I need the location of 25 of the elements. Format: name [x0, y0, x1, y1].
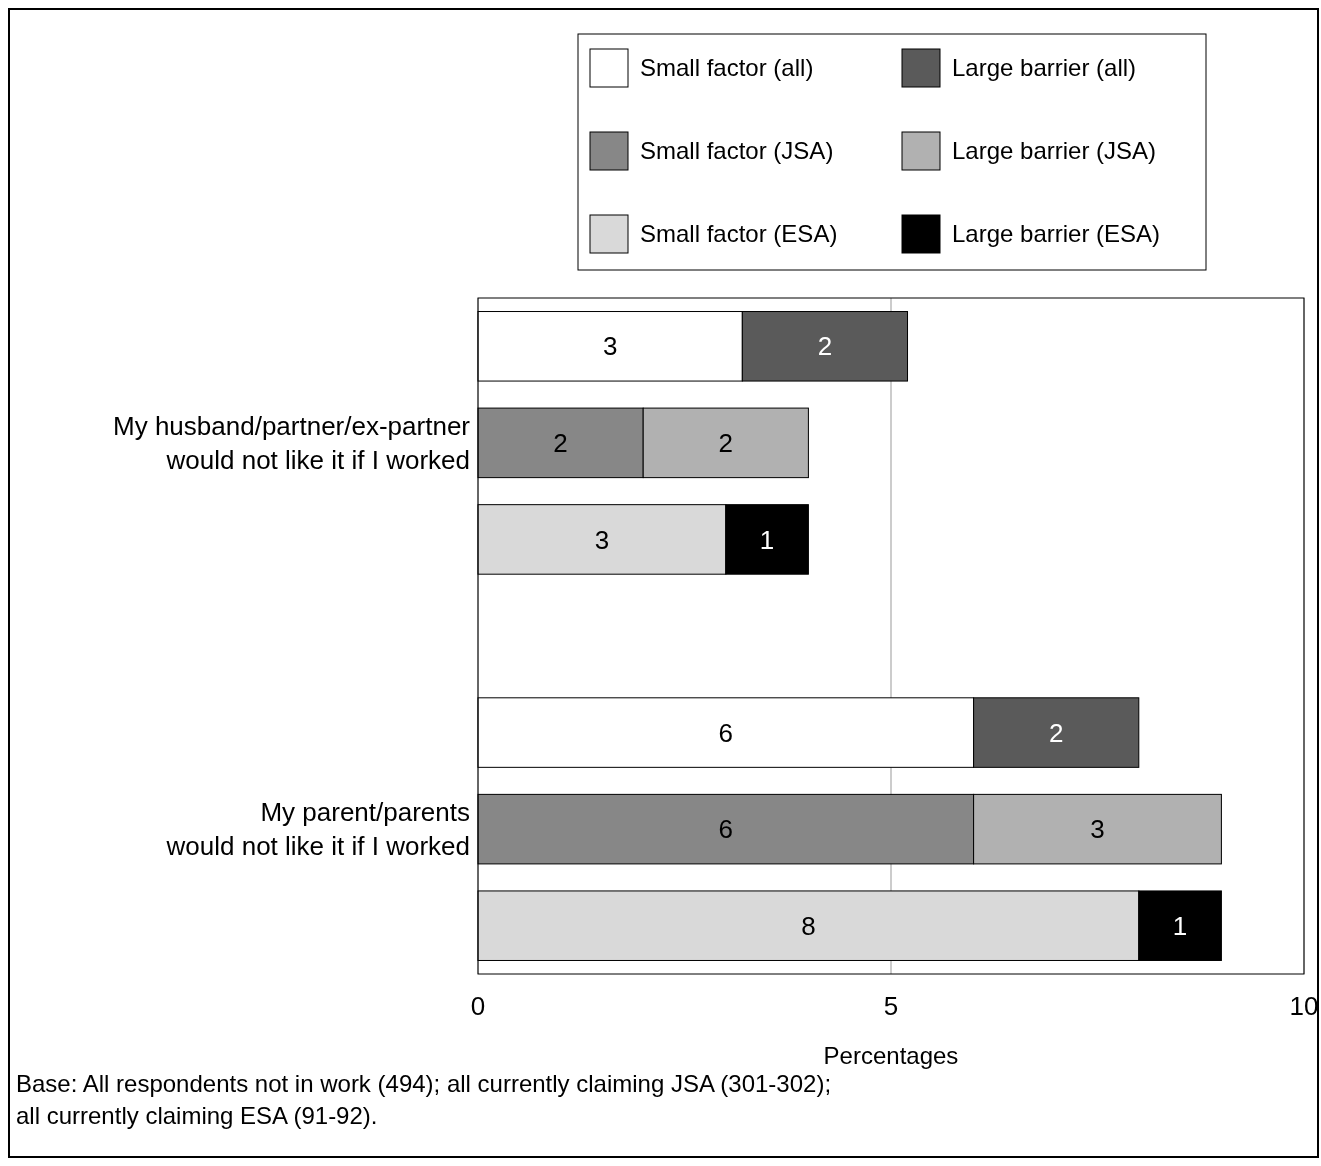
legend-label: Large barrier (JSA)	[952, 137, 1157, 165]
y-tick-label: My parent/parents would not like it if I worked	[165, 797, 470, 862]
legend-label: Small factor (JSA)	[640, 137, 834, 165]
data-label: 1	[1172, 910, 1188, 941]
data-label: 2	[817, 331, 833, 362]
data-label: 3	[602, 331, 618, 362]
text: Base: All respondents not in work (494); all currently claiming JSA (301-302); all currently claiming ESA (91-92).	[16, 1070, 832, 1129]
x-tick-label: 0	[470, 991, 486, 1021]
data-label: 6	[718, 814, 734, 845]
y-tick-label: My husband/partner/ex-partner would not like it if I worked	[113, 410, 471, 475]
data-label: 8	[801, 910, 816, 941]
data-label: 3	[1090, 814, 1105, 845]
data-label: 6	[718, 717, 734, 748]
legend-label: Small factor (all)	[640, 54, 814, 82]
x-tick-label: 5	[883, 991, 899, 1021]
legend-label: Large barrier (ESA)	[952, 220, 1161, 248]
data-label: 3	[594, 524, 610, 555]
data-label: 2	[553, 427, 568, 458]
data-label: 2	[718, 427, 734, 458]
legend-label: Large barrier (all)	[952, 54, 1137, 82]
legend-label: Small factor (ESA)	[640, 220, 838, 248]
x-axis-title: Percentages	[823, 1042, 959, 1069]
data-label: 1	[759, 524, 775, 555]
data-label: 2	[1048, 717, 1064, 748]
x-tick-label: 10	[1289, 991, 1319, 1021]
